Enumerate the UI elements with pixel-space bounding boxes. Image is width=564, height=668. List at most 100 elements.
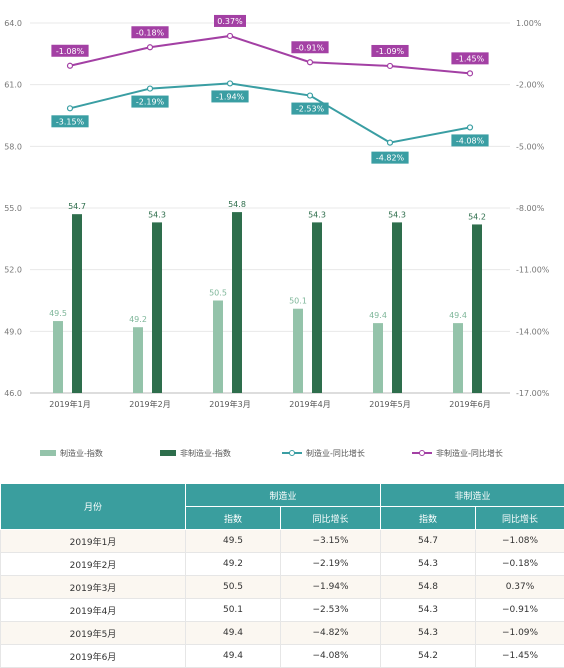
bar-manufacturing-index bbox=[53, 321, 63, 393]
table-cell-month: 2019年3月 bbox=[1, 576, 186, 599]
table-cell-n-growth: −1.45% bbox=[476, 645, 564, 668]
bar-nonmanufacturing-index bbox=[392, 222, 402, 393]
line-manufacturing-growth bbox=[70, 83, 470, 142]
bar-manufacturing-index bbox=[133, 327, 143, 393]
line-point bbox=[68, 106, 73, 111]
header-growth: 同比增长 bbox=[281, 507, 381, 530]
line-point bbox=[468, 125, 473, 130]
bar-value-label: 54.8 bbox=[228, 200, 246, 209]
line-point bbox=[148, 45, 153, 50]
bar-value-label: 54.3 bbox=[308, 210, 326, 219]
left-tick-label: 49.0 bbox=[4, 327, 22, 336]
right-tick-label: -5.00% bbox=[516, 142, 545, 151]
legend: 制造业-指数 非制造业-指数 制造业-同比增长 非制造业-同比增长 bbox=[20, 445, 550, 461]
x-tick-label: 2019年1月 bbox=[49, 399, 90, 409]
x-axis-ticks: 2019年1月 2019年2月 2019年3月 2019年4月 2019年5月 2019年… bbox=[49, 399, 490, 409]
bar-nonmanufacturing-index bbox=[472, 224, 482, 393]
header-index: 指数 bbox=[186, 507, 281, 530]
x-tick-label: 2019年2月 bbox=[129, 399, 170, 409]
table-cell-m-growth: −4.82% bbox=[281, 622, 381, 645]
line-value-label: -1.94% bbox=[216, 92, 245, 101]
legend-label: 制造业-同比增长 bbox=[306, 448, 365, 459]
bar-manufacturing-index bbox=[213, 301, 223, 394]
lines-layer: -3.15%-2.19%-1.94%-2.53%-4.82%-4.08%-1.0… bbox=[51, 15, 488, 164]
right-tick-label: -2.00% bbox=[516, 81, 545, 90]
table-cell-m-growth: −3.15% bbox=[281, 530, 381, 553]
legend-swatch bbox=[160, 450, 176, 456]
legend-item-nonmanufacturing-growth: 非制造业-同比增长 bbox=[412, 445, 503, 461]
bar-nonmanufacturing-index bbox=[312, 222, 322, 393]
line-nonmanufacturing-growth bbox=[70, 36, 470, 73]
bar-value-label: 54.3 bbox=[388, 210, 406, 219]
bar-manufacturing-index bbox=[293, 309, 303, 393]
table-cell-n-growth: −0.91% bbox=[476, 599, 564, 622]
bar-value-label: 49.5 bbox=[49, 309, 67, 318]
table-cell-n-index: 54.8 bbox=[381, 576, 476, 599]
gridlines bbox=[30, 23, 510, 393]
line-value-label: 0.37% bbox=[217, 17, 243, 26]
left-axis-ticks: 46.049.052.055.058.061.064.0 bbox=[4, 19, 22, 398]
bar-value-label: 49.4 bbox=[369, 311, 387, 320]
legend-item-manufacturing-index: 制造业-指数 bbox=[40, 445, 103, 461]
legend-item-manufacturing-growth: 制造业-同比增长 bbox=[282, 445, 365, 461]
combo-chart: 46.049.052.055.058.061.064.0 1.00%-2.00%… bbox=[0, 0, 564, 440]
table-cell-n-index: 54.3 bbox=[381, 622, 476, 645]
line-value-label: -4.08% bbox=[456, 136, 485, 145]
x-tick-label: 2019年5月 bbox=[369, 399, 410, 409]
bar-nonmanufacturing-index bbox=[72, 214, 82, 393]
header-index: 指数 bbox=[381, 507, 476, 530]
table-cell-m-index: 49.4 bbox=[186, 645, 281, 668]
table-cell-month: 2019年1月 bbox=[1, 530, 186, 553]
x-tick-label: 2019年6月 bbox=[449, 399, 490, 409]
x-tick-label: 2019年3月 bbox=[209, 399, 250, 409]
table-cell-n-index: 54.2 bbox=[381, 645, 476, 668]
table-cell-m-index: 50.5 bbox=[186, 576, 281, 599]
bar-value-label: 50.5 bbox=[209, 289, 227, 298]
line-point bbox=[468, 71, 473, 76]
right-tick-label: -14.00% bbox=[516, 327, 550, 336]
table-cell-n-index: 54.3 bbox=[381, 599, 476, 622]
bar-value-label: 50.1 bbox=[289, 297, 307, 306]
bar-nonmanufacturing-index bbox=[152, 222, 162, 393]
x-tick-label: 2019年4月 bbox=[289, 399, 330, 409]
table-cell-month: 2019年4月 bbox=[1, 599, 186, 622]
bar-value-label: 54.7 bbox=[68, 202, 86, 211]
table-cell-n-growth: −1.09% bbox=[476, 622, 564, 645]
legend-line-marker bbox=[412, 449, 432, 457]
header-group-manufacturing: 制造业 bbox=[186, 484, 381, 507]
left-tick-label: 58.0 bbox=[4, 142, 22, 151]
table-cell-m-index: 49.5 bbox=[186, 530, 281, 553]
table-cell-m-growth: −1.94% bbox=[281, 576, 381, 599]
bar-manufacturing-index bbox=[373, 323, 383, 393]
right-tick-label: 1.00% bbox=[516, 19, 542, 28]
line-point bbox=[388, 63, 393, 68]
table-cell-m-index: 49.4 bbox=[186, 622, 281, 645]
line-point bbox=[308, 60, 313, 65]
legend-label: 非制造业-指数 bbox=[180, 448, 231, 459]
header-group-nonmanufacturing: 非制造业 bbox=[381, 484, 564, 507]
table-cell-n-index: 54.3 bbox=[381, 553, 476, 576]
table-cell-n-index: 54.7 bbox=[381, 530, 476, 553]
line-value-label: -0.18% bbox=[136, 28, 165, 37]
left-tick-label: 55.0 bbox=[4, 204, 22, 213]
header-growth: 同比增长 bbox=[476, 507, 564, 530]
table-cell-n-growth: −1.08% bbox=[476, 530, 564, 553]
legend-label: 制造业-指数 bbox=[60, 448, 103, 459]
line-point bbox=[228, 81, 233, 86]
table-cell-n-growth: −0.18% bbox=[476, 553, 564, 576]
line-point bbox=[228, 33, 233, 38]
legend-item-nonmanufacturing-index: 非制造业-指数 bbox=[160, 445, 231, 461]
left-tick-label: 64.0 bbox=[4, 19, 22, 28]
line-value-label: -0.91% bbox=[296, 43, 325, 52]
table-cell-m-index: 49.2 bbox=[186, 553, 281, 576]
bar-manufacturing-index bbox=[453, 323, 463, 393]
table-header-row: 月份 制造业 非制造业 bbox=[1, 484, 564, 507]
table-cell-m-growth: −2.19% bbox=[281, 553, 381, 576]
right-tick-label: -17.00% bbox=[516, 389, 550, 398]
left-tick-label: 61.0 bbox=[4, 81, 22, 90]
bar-value-label: 54.2 bbox=[468, 212, 486, 221]
